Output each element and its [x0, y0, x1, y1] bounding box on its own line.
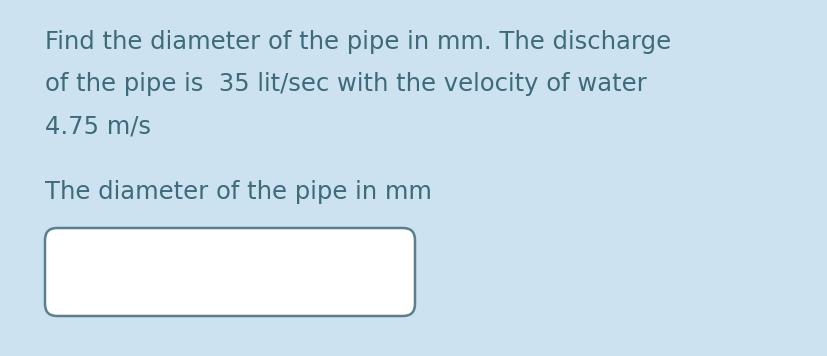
- Text: Find the diameter of the pipe in mm. The discharge: Find the diameter of the pipe in mm. The…: [45, 30, 671, 54]
- Text: of the pipe is  35 lit/sec with the velocity of water: of the pipe is 35 lit/sec with the veloc…: [45, 72, 646, 96]
- Text: 4.75 m/s: 4.75 m/s: [45, 114, 151, 138]
- FancyBboxPatch shape: [45, 228, 414, 316]
- Text: The diameter of the pipe in mm: The diameter of the pipe in mm: [45, 180, 432, 204]
